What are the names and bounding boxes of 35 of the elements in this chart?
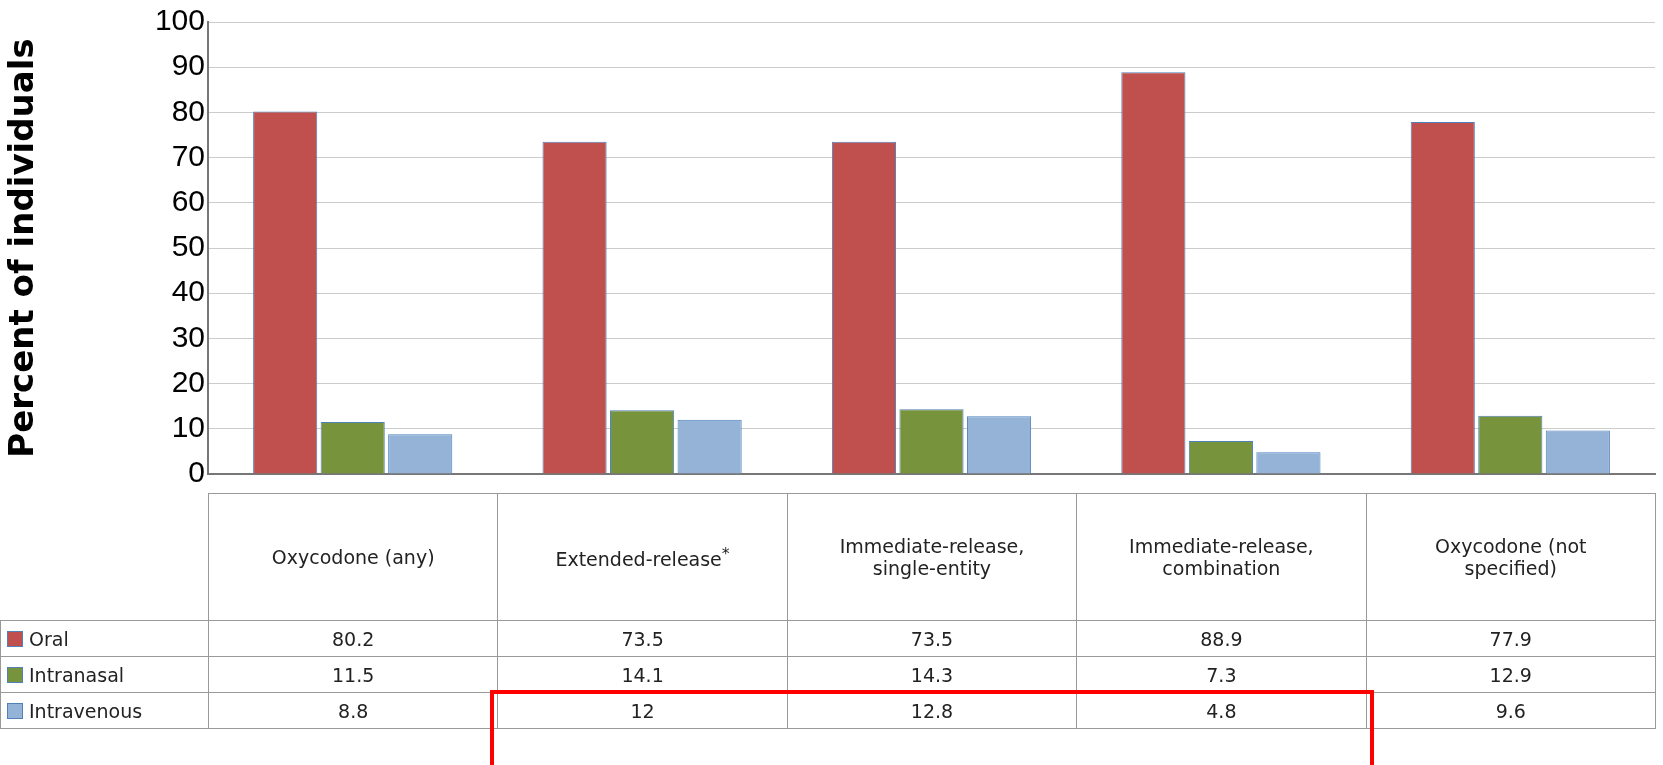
- data-label: 73.5: [497, 620, 788, 657]
- y-tick-label: 90: [171, 48, 205, 82]
- legend-label: Intranasal: [0, 656, 209, 693]
- y-axis-title: Percent of individuals: [1, 38, 42, 458]
- data-label: 8.8: [208, 692, 498, 729]
- y-tick-label: 20: [171, 364, 205, 398]
- data-label: 14.3: [787, 656, 1077, 693]
- y-tick-label: 40: [171, 274, 205, 308]
- data-label: 12.8: [787, 692, 1077, 729]
- y-tick-label: 80: [171, 93, 205, 127]
- y-tick-label: 30: [171, 319, 205, 353]
- data-label: 88.9: [1076, 620, 1367, 657]
- x-tick-label: Oxycodone (not specified): [1366, 493, 1656, 621]
- x-tick-label: Extended-release$^{*}$: [497, 493, 788, 621]
- data-label: 77.9: [1366, 620, 1656, 657]
- legend-label: Oral: [0, 620, 209, 657]
- data-label: 4.8: [1076, 692, 1367, 729]
- y-tick-label: 0: [188, 455, 205, 489]
- x-tick-label: Immediate-release, single-entity: [787, 493, 1077, 621]
- y-tick-label: 50: [171, 229, 205, 263]
- y-tick-label: 60: [171, 184, 205, 218]
- y-tick-label: 10: [171, 410, 205, 444]
- data-label: 11.5: [208, 656, 498, 693]
- data-label: 80.2: [208, 620, 498, 657]
- data-label: 7.3: [1076, 656, 1367, 693]
- x-tick-label: Oxycodone (any): [208, 493, 498, 621]
- data-label: 14.1: [497, 656, 788, 693]
- y-tick-label: 100: [154, 3, 205, 37]
- x-tick-label: Immediate-release, combination: [1076, 493, 1367, 621]
- data-label: 12: [497, 692, 788, 729]
- data-label: 73.5: [787, 620, 1077, 657]
- y-tick-label: 70: [171, 138, 205, 172]
- data-label: 12.9: [1366, 656, 1656, 693]
- data-label: 9.6: [1366, 692, 1656, 729]
- legend-label: Intravenous: [0, 692, 209, 729]
